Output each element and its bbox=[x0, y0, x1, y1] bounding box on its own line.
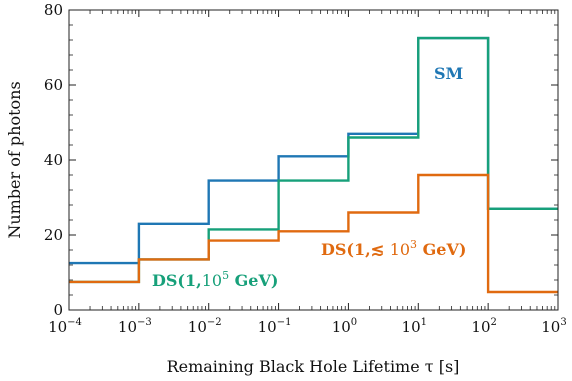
y-tick-label: 80 bbox=[44, 1, 63, 19]
y-tick-label: 60 bbox=[44, 76, 63, 94]
x-tick-label: 102 bbox=[471, 317, 496, 336]
series-line-2 bbox=[69, 173, 558, 294]
annotation-ds-1e3: DS(1,≲ 103 GeV) bbox=[321, 238, 466, 259]
y-tick-label: 40 bbox=[44, 151, 63, 169]
x-tick-label: 101 bbox=[402, 317, 427, 336]
series-line-1 bbox=[69, 36, 558, 284]
y-tick-label: 20 bbox=[44, 226, 63, 244]
annotation-ds-1e5: DS(1,105 GeV) bbox=[152, 269, 278, 290]
x-tick-label: 100 bbox=[332, 317, 357, 336]
y-axis-title: Number of photons bbox=[5, 81, 24, 238]
x-tick-label: 10−1 bbox=[258, 317, 292, 336]
annotation-sm: SM bbox=[434, 64, 463, 83]
x-tick-label: 103 bbox=[541, 317, 566, 336]
plot-frame bbox=[68, 9, 559, 311]
x-tick-label: 10−4 bbox=[48, 317, 82, 336]
x-axis-title: Remaining Black Hole Lifetime τ [s] bbox=[167, 357, 460, 376]
y-tick-label: 0 bbox=[53, 301, 63, 319]
x-tick-label: 10−2 bbox=[188, 317, 222, 336]
series-line-0 bbox=[69, 36, 558, 265]
x-tick-label: 10−3 bbox=[118, 317, 152, 336]
